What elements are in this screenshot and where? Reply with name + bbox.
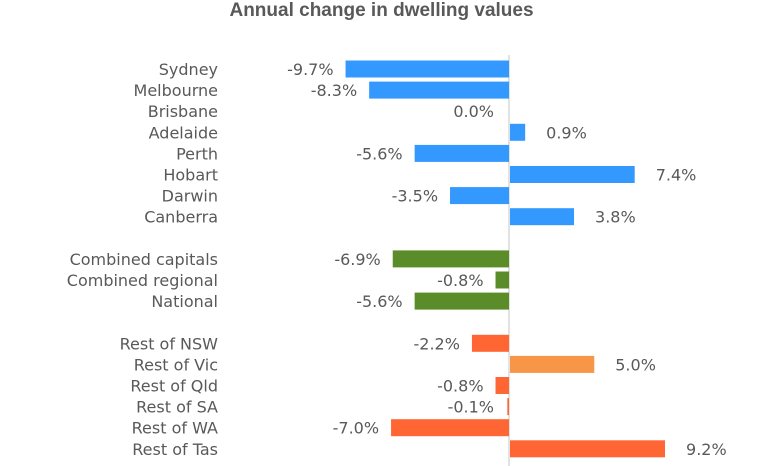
data-label: -3.5% bbox=[392, 187, 438, 206]
category-label: Combined regional bbox=[67, 271, 218, 290]
data-label: -5.6% bbox=[356, 144, 402, 163]
category-label: Darwin bbox=[162, 187, 218, 206]
data-label: 0.0% bbox=[453, 102, 494, 121]
bar bbox=[450, 187, 509, 205]
bar bbox=[345, 60, 509, 78]
category-label: Rest of SA bbox=[136, 398, 218, 417]
bar bbox=[495, 377, 509, 394]
category-label: Brisbane bbox=[148, 102, 218, 121]
chart-title: Annual change in dwelling values bbox=[229, 0, 534, 21]
data-label: -8.3% bbox=[311, 81, 357, 100]
bar bbox=[414, 144, 509, 162]
data-label: -2.2% bbox=[414, 334, 460, 353]
data-label: -9.7% bbox=[287, 60, 333, 79]
data-label: 3.8% bbox=[595, 208, 636, 227]
data-label: -7.0% bbox=[333, 419, 379, 438]
data-label: -0.1% bbox=[448, 398, 494, 417]
bar bbox=[510, 355, 595, 373]
bar bbox=[414, 292, 509, 310]
bar bbox=[510, 440, 666, 458]
data-label: -0.8% bbox=[437, 377, 483, 396]
category-label: Rest of NSW bbox=[120, 334, 219, 353]
data-label: 7.4% bbox=[656, 166, 697, 185]
category-label: Rest of WA bbox=[132, 419, 218, 438]
bar bbox=[369, 81, 509, 99]
data-label: 5.0% bbox=[615, 355, 656, 374]
data-label: 0.9% bbox=[546, 123, 587, 142]
bar bbox=[510, 208, 575, 226]
category-label: Melbourne bbox=[134, 81, 218, 100]
bar bbox=[392, 250, 509, 268]
category-label: National bbox=[151, 292, 218, 311]
category-label: Hobart bbox=[163, 166, 218, 185]
category-label: Adelaide bbox=[149, 123, 218, 142]
bar bbox=[510, 123, 526, 141]
bar bbox=[391, 419, 509, 437]
category-label: Sydney bbox=[159, 60, 218, 79]
bar bbox=[471, 334, 509, 352]
bar bbox=[495, 271, 509, 289]
category-label: Rest of Tas bbox=[132, 440, 218, 459]
category-label: Canberra bbox=[144, 208, 218, 227]
bar bbox=[510, 166, 635, 183]
data-label: -5.6% bbox=[356, 292, 402, 311]
category-label: Perth bbox=[176, 144, 218, 163]
bar bbox=[507, 398, 509, 416]
data-label: -6.9% bbox=[334, 250, 380, 269]
data-label: 9.2% bbox=[686, 440, 727, 459]
data-label: -0.8% bbox=[437, 271, 483, 290]
category-label: Combined capitals bbox=[70, 250, 218, 269]
category-label: Rest of Qld bbox=[130, 377, 218, 396]
category-label: Rest of Vic bbox=[134, 355, 218, 374]
